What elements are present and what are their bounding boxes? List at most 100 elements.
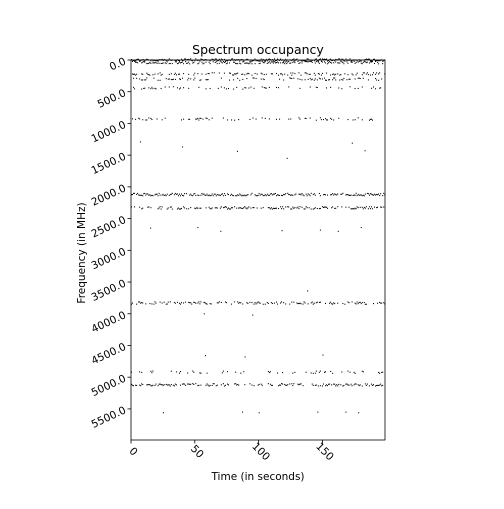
occupancy-point <box>257 384 259 386</box>
occupancy-point <box>189 302 191 304</box>
occupancy-point <box>153 77 155 79</box>
occupancy-point <box>306 73 308 75</box>
occupancy-point <box>341 88 343 90</box>
occupancy-point <box>325 79 327 81</box>
occupancy-point <box>335 61 337 63</box>
occupancy-point <box>304 60 306 62</box>
occupancy-point <box>183 302 185 304</box>
occupancy-point <box>136 193 138 195</box>
occupancy-point <box>363 206 365 208</box>
occupancy-point <box>268 194 270 196</box>
occupancy-point <box>359 384 361 386</box>
occupancy-point <box>379 194 381 197</box>
occupancy-point <box>286 384 288 387</box>
occupancy-point <box>220 206 222 208</box>
occupancy-point <box>206 372 208 374</box>
occupancy-point <box>164 117 166 119</box>
occupancy-point <box>319 301 321 303</box>
occupancy-point <box>155 383 157 385</box>
occupancy-point <box>164 86 166 88</box>
occupancy-point <box>315 302 317 304</box>
occupancy-point <box>214 193 216 195</box>
occupancy-point <box>334 193 336 195</box>
occupancy-point <box>259 60 261 62</box>
occupancy-point <box>248 87 250 89</box>
occupancy-point <box>161 384 163 386</box>
occupancy-point <box>167 78 169 80</box>
occupancy-point <box>292 72 294 74</box>
occupancy-point <box>368 58 370 60</box>
occupancy-point <box>189 383 191 385</box>
occupancy-point <box>226 62 228 64</box>
occupancy-point <box>383 192 385 194</box>
occupancy-point <box>317 73 319 75</box>
occupancy-point <box>232 207 234 209</box>
occupancy-point <box>138 117 140 119</box>
occupancy-point <box>141 371 143 373</box>
occupancy-point <box>348 194 350 197</box>
occupancy-point <box>327 119 329 121</box>
occupancy-point <box>170 384 172 386</box>
occupancy-point <box>223 87 225 89</box>
occupancy-point <box>332 193 334 195</box>
occupancy-point <box>232 194 234 196</box>
occupancy-point <box>139 384 141 386</box>
occupancy-point <box>379 384 381 386</box>
occupancy-point <box>165 303 167 305</box>
isolated-point <box>139 141 141 143</box>
occupancy-point <box>244 62 246 64</box>
occupancy-point <box>356 60 358 62</box>
occupancy-point <box>136 384 138 387</box>
occupancy-point <box>303 60 305 62</box>
occupancy-point <box>186 62 188 64</box>
occupancy-point <box>192 383 194 385</box>
occupancy-point <box>359 206 361 208</box>
occupancy-point <box>270 384 272 386</box>
occupancy-point <box>263 60 265 62</box>
occupancy-point <box>279 78 281 80</box>
occupancy-point <box>237 383 239 386</box>
occupancy-point <box>211 207 213 209</box>
occupancy-point <box>276 195 277 197</box>
occupancy-point <box>247 193 249 196</box>
occupancy-point <box>193 301 195 303</box>
occupancy-point <box>263 62 265 64</box>
occupancy-point <box>252 117 254 119</box>
y-axis-label: Frequency (in MHz) <box>76 202 88 303</box>
occupancy-point <box>180 370 182 373</box>
occupancy-point <box>313 60 315 62</box>
occupancy-point <box>170 193 172 195</box>
occupancy-point <box>363 195 365 197</box>
occupancy-point <box>142 79 144 81</box>
occupancy-point <box>242 194 244 196</box>
occupancy-point <box>171 208 173 210</box>
occupancy-point <box>218 72 220 74</box>
occupancy-point <box>377 206 379 208</box>
occupancy-point <box>313 208 315 210</box>
occupancy-point <box>267 58 269 60</box>
occupancy-point <box>301 79 303 81</box>
occupancy-point <box>167 207 169 209</box>
occupancy-point <box>260 58 262 60</box>
occupancy-point <box>148 194 150 196</box>
occupancy-point <box>204 302 206 304</box>
occupancy-point <box>368 385 370 387</box>
occupancy-point <box>292 206 294 208</box>
occupancy-point <box>277 194 279 196</box>
occupancy-point <box>329 383 331 385</box>
occupancy-point <box>214 58 216 60</box>
occupancy-point <box>208 73 210 75</box>
isolated-point <box>182 146 184 148</box>
occupancy-point <box>223 193 225 195</box>
occupancy-point <box>269 383 271 385</box>
occupancy-point <box>199 60 201 62</box>
occupancy-point <box>249 60 251 62</box>
occupancy-point <box>215 195 217 197</box>
occupancy-point <box>152 88 154 90</box>
occupancy-point <box>342 192 344 194</box>
occupancy-point <box>226 119 228 121</box>
occupancy-point <box>237 77 239 79</box>
occupancy-point <box>223 58 225 60</box>
occupancy-point <box>160 208 162 210</box>
occupancy-point <box>318 371 320 373</box>
